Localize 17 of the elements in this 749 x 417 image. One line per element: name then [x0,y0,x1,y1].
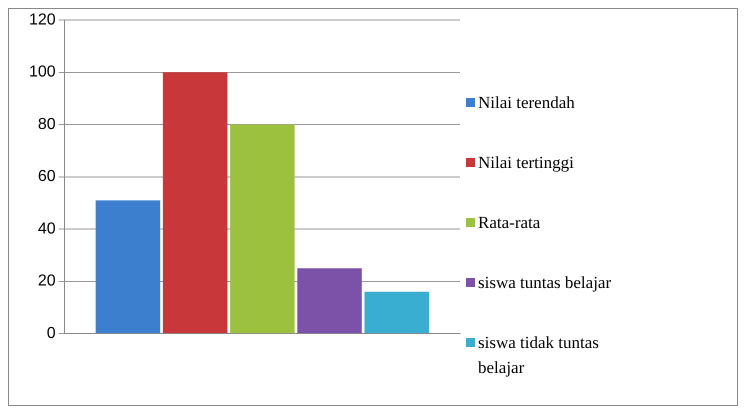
bar [230,124,295,334]
y-tick-label: 40 [38,220,56,238]
y-tick-label: 100 [28,64,56,81]
bar [297,268,362,334]
legend-label: Nilai terendah [478,92,575,114]
bar [162,72,228,334]
legend-label: Rata-rata [478,212,540,234]
bar [96,200,160,334]
y-tick-label: 120 [28,11,56,28]
y-tick-label: 0 [46,325,56,342]
bar [364,292,430,334]
y-tick-label: 20 [38,272,56,290]
legend-label: siswa tidak tuntas belajar [478,332,600,379]
y-tick-label: 60 [38,168,56,186]
legend-label: siswa tuntas belajar [478,272,612,294]
legend-label: Nilai tertinggi [478,152,574,174]
y-tick-label: 80 [38,116,56,133]
